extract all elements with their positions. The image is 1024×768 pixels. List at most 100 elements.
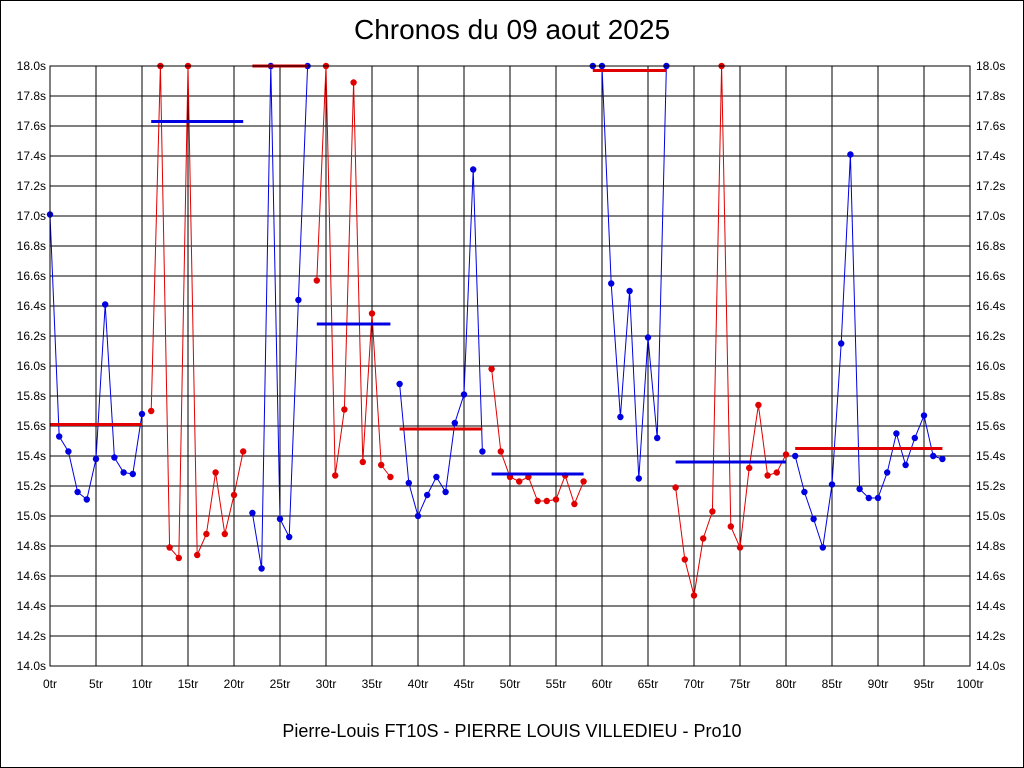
data-point — [543, 497, 550, 505]
data-point — [313, 277, 320, 284]
data-point — [341, 406, 348, 413]
data-point — [414, 512, 422, 520]
y-tick-label-left: 14.4s — [17, 599, 46, 613]
data-point — [930, 452, 937, 460]
data-point — [847, 151, 854, 158]
data-point — [828, 481, 836, 488]
data-point — [700, 535, 707, 542]
grid — [49, 65, 971, 667]
data-point — [516, 478, 523, 485]
data-point — [552, 496, 560, 503]
x-tick-label: 70tr — [684, 677, 705, 691]
y-tick-label-right: 17.2s — [976, 179, 1005, 193]
data-point — [884, 469, 891, 476]
data-point — [56, 433, 63, 440]
data-point — [654, 434, 661, 442]
data-point — [497, 448, 504, 455]
series-line-8 — [592, 65, 667, 479]
y-tick-label-left: 15.2s — [17, 479, 46, 493]
x-tick-label: 40tr — [408, 677, 429, 691]
data-point — [433, 473, 440, 481]
series-line-5 — [316, 65, 391, 478]
data-point — [387, 473, 394, 481]
data-point — [378, 461, 385, 469]
x-tick-label: 0tr — [43, 677, 57, 691]
y-tick-label-right: 16.4s — [976, 299, 1005, 313]
y-tick-label-right: 14.6s — [976, 569, 1005, 583]
y-tick-label-left: 17.2s — [17, 179, 46, 193]
data-point — [801, 488, 808, 496]
data-point — [608, 280, 615, 287]
data-point — [138, 410, 146, 418]
y-tick-label-left: 16.0s — [17, 359, 46, 373]
y-tick-label-right: 14.4s — [976, 599, 1005, 613]
x-tick-label: 10tr — [132, 677, 153, 691]
y-tick-label-right: 14.0s — [976, 659, 1005, 673]
data-point — [773, 469, 780, 476]
data-point — [856, 485, 863, 493]
data-point — [249, 509, 256, 517]
series-line-7 — [491, 368, 585, 506]
y-tick-label-right: 14.8s — [976, 539, 1005, 553]
data-point — [580, 478, 587, 485]
y-tick-label-left: 17.4s — [17, 149, 46, 163]
data-point — [902, 461, 909, 469]
data-point — [755, 401, 762, 409]
x-tick-label: 60tr — [592, 677, 613, 691]
y-tick-label-left: 16.4s — [17, 299, 46, 313]
y-tick-label-right: 15.6s — [976, 419, 1005, 433]
y-tick-label-left: 17.6s — [17, 119, 46, 133]
y-tick-label-right: 17.8s — [976, 89, 1005, 103]
x-tick-label: 25tr — [270, 677, 291, 691]
data-point — [764, 472, 771, 479]
data-point — [626, 287, 633, 295]
data-point — [746, 464, 753, 472]
data-point — [571, 500, 578, 508]
y-tick-label-left: 16.2s — [17, 329, 46, 343]
y-tick-label-left: 18.0s — [17, 59, 46, 73]
data-point — [727, 523, 734, 530]
y-tick-label-right: 16.0s — [976, 359, 1005, 373]
chart-subtitle: Pierre-Louis FT10S - PIERRE LOUIS VILLED… — [282, 721, 742, 741]
data-point — [359, 458, 366, 466]
x-tick-label: 20tr — [224, 677, 245, 691]
data-point — [709, 508, 716, 515]
data-point — [194, 551, 201, 559]
data-point — [810, 515, 817, 523]
data-point — [874, 494, 882, 502]
data-point — [782, 451, 790, 458]
y-tick-label-right: 15.8s — [976, 389, 1005, 403]
data-point — [286, 533, 293, 541]
data-point — [405, 479, 412, 487]
data-point — [102, 301, 109, 308]
chart-title: Chronos du 09 aout 2025 — [353, 14, 671, 45]
data-point — [470, 166, 477, 173]
data-point — [276, 515, 284, 523]
y-tick-label-right: 17.0s — [976, 209, 1005, 223]
x-tick-label: 45tr — [454, 677, 475, 691]
series-line-2 — [150, 65, 244, 560]
data-point — [65, 448, 72, 455]
data-point — [893, 430, 900, 437]
x-tick-label: 75tr — [730, 677, 751, 691]
data-point — [690, 592, 698, 599]
data-point — [111, 454, 118, 461]
x-tick-label: 65tr — [638, 677, 659, 691]
x-tick-label: 100tr — [956, 677, 983, 691]
data-point — [479, 448, 486, 455]
data-point — [212, 469, 219, 476]
y-tick-label-left: 16.8s — [17, 239, 46, 253]
y-tick-label-left: 14.0s — [17, 659, 46, 673]
y-tick-label-right: 15.2s — [976, 479, 1005, 493]
data-point — [240, 448, 247, 455]
y-tick-label-left: 15.6s — [17, 419, 46, 433]
data-point — [350, 79, 357, 86]
data-point — [838, 340, 845, 347]
x-tick-label: 35tr — [362, 677, 383, 691]
data-point — [92, 455, 100, 463]
data-point — [175, 554, 182, 562]
data-point — [792, 452, 799, 460]
data-point — [368, 310, 376, 317]
